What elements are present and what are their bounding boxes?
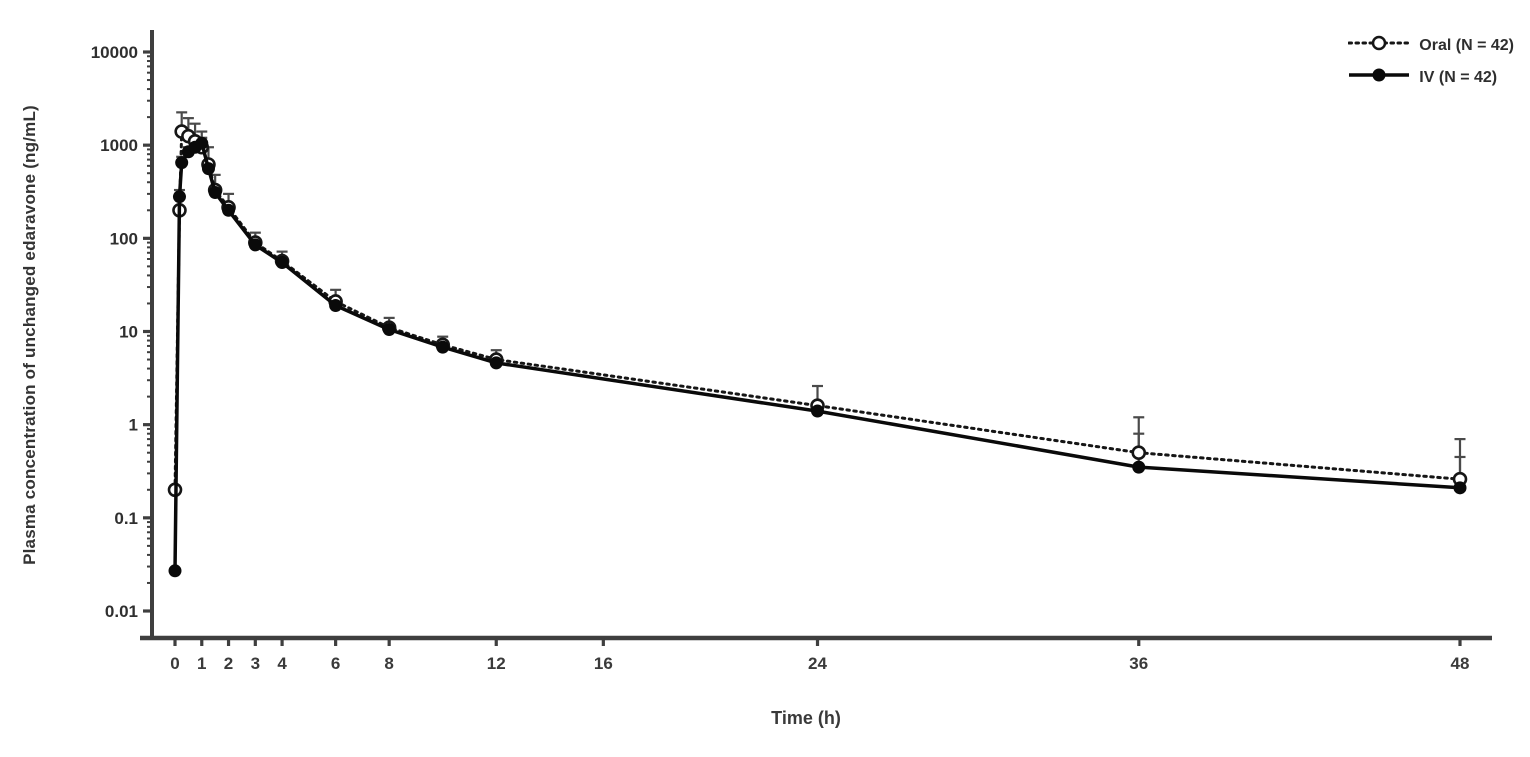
error-bars-iv [176,136,1466,488]
x-tick-label: 36 [1129,654,1148,673]
y-tick-label: 0.1 [114,509,138,528]
y-tick-label: 1000 [100,136,138,155]
x-tick-label: 3 [251,654,260,673]
x-tick-label: 8 [384,654,393,673]
y-axis-ticks: 10000 1000 100 10 1 0.1 0.01 [91,43,152,621]
series-iv [168,136,1467,578]
data-point-iv [436,340,450,354]
x-tick-label: 2 [224,654,233,673]
x-tick-label: 6 [331,654,340,673]
data-point-iv [329,299,343,313]
y-tick-label: 10000 [91,43,138,62]
iv-legend-marker-icon [1348,66,1410,89]
data-point-iv [248,238,262,252]
data-point-oral [1131,445,1147,461]
x-tick-label: 24 [808,654,827,673]
legend-item-oral: Oral (N = 42) [1347,34,1514,57]
data-point-iv [201,162,215,176]
legend: Oral (N = 42) IV (N = 42) [1347,34,1514,89]
series-oral-line [173,128,1462,492]
x-tick-label: 1 [197,654,206,673]
x-tick-label: 12 [487,654,506,673]
x-tick-label: 4 [277,654,287,673]
x-tick-label: 48 [1451,654,1470,673]
data-point-iv [382,323,396,337]
x-tick-label: 16 [594,654,613,673]
data-point-iv [195,136,209,150]
oral-legend-marker-icon [1347,34,1411,57]
x-axis-label: Time (h) [771,708,841,728]
y-tick-label: 1 [129,416,138,435]
x-axis-ticks: 0 1 2 3 4 6 8 12 16 24 36 48 [170,638,1469,673]
error-bars-oral [173,111,1466,480]
legend-item-iv: IV (N = 42) [1348,66,1514,89]
legend-label-iv: IV (N = 42) [1419,68,1498,86]
data-point-iv [172,190,186,204]
y-tick-label: 10 [119,323,138,342]
data-point-iv [275,256,289,270]
series-oral [167,124,1468,498]
data-point-iv [222,203,236,217]
y-tick-label: 0.01 [105,602,138,621]
data-point-iv [208,186,222,200]
x-tick-label: 0 [170,654,179,673]
axes [140,30,1492,641]
data-point-iv [1453,481,1467,495]
data-point-iv [489,356,503,370]
data-point-iv [175,156,189,170]
legend-label-oral: Oral (N = 42) [1419,36,1514,54]
y-axis-label: Plasma concentration of unchanged edarav… [20,105,39,565]
data-point-iv [168,564,182,578]
series-iv-line [173,140,1461,571]
data-point-iv [1132,460,1146,474]
data-point-iv [811,404,824,418]
y-tick-label: 100 [110,229,138,248]
